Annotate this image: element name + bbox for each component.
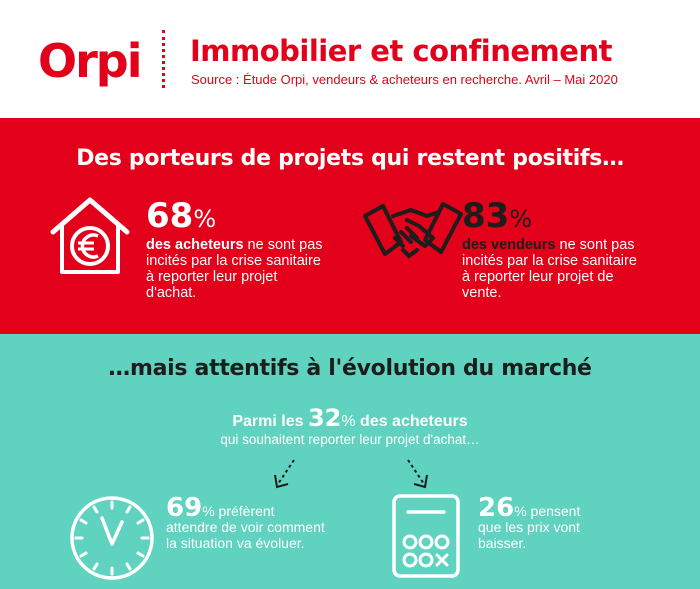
header: Orpi Immobilier et confinement Source : … bbox=[0, 0, 700, 118]
sellers-stat: 83% des vendeurs ne sont pas incités par… bbox=[462, 198, 642, 301]
prices-value: 26 bbox=[478, 493, 515, 523]
buyers-label: des acheteurs bbox=[146, 237, 244, 253]
arrow-left-icon bbox=[274, 459, 295, 489]
wait-unit: % bbox=[202, 503, 215, 519]
page-title: Immobilier et confinement bbox=[190, 34, 612, 68]
intro-value: 32 bbox=[307, 404, 342, 432]
prices-text-start: pensent bbox=[526, 503, 581, 519]
buyers-stat: 68% des acheteurs ne sont pas incités pa… bbox=[146, 198, 326, 301]
prices-stat: 26% pensent que les prix vont baisser. bbox=[478, 495, 598, 551]
attentive-section: …mais attentifs à l'évolution du marché … bbox=[0, 334, 700, 589]
wait-text-rest: attendre de voir comment la situation va… bbox=[166, 519, 325, 551]
sellers-unit: % bbox=[509, 205, 533, 233]
source-note: Source : Étude Orpi, vendeurs & acheteur… bbox=[191, 72, 618, 87]
intro-line: Parmi les 32% des acheteurs bbox=[0, 404, 700, 432]
sellers-value: 83 bbox=[462, 196, 510, 236]
intro-sub: qui souhaitent reporter leur projet d'ac… bbox=[220, 432, 480, 447]
buyers-text-start: ne sont bbox=[243, 237, 296, 253]
wait-stat: 69% préfèrent attendre de voir comment l… bbox=[166, 495, 326, 551]
wait-text-start: préfèrent bbox=[214, 503, 275, 519]
intro-prefix: Parmi les bbox=[232, 413, 308, 430]
prices-text-rest: que les prix vont baisser. bbox=[478, 519, 580, 551]
wait-value: 69 bbox=[166, 493, 203, 523]
calculator-icon bbox=[392, 494, 460, 578]
house-euro-icon bbox=[50, 197, 130, 274]
sellers-label: des vendeurs bbox=[462, 237, 556, 253]
arrow-right-icon bbox=[407, 459, 428, 489]
orpi-logo: Orpi bbox=[38, 34, 142, 88]
intro-unit: % bbox=[341, 413, 356, 430]
buyers-unit: % bbox=[193, 205, 217, 233]
handshake-icon bbox=[363, 202, 463, 259]
buyers-text-rest: pas incités par la crise sanitaire à rep… bbox=[146, 237, 323, 301]
attentive-section-title: …mais attentifs à l'évolution du marché bbox=[108, 356, 592, 381]
positive-section: Des porteurs de projets qui restent posi… bbox=[0, 118, 700, 334]
prices-unit: % bbox=[514, 503, 527, 519]
buyers-value: 68 bbox=[146, 196, 194, 236]
positive-section-title: Des porteurs de projets qui restent posi… bbox=[76, 146, 624, 171]
intro-suffix: des acheteurs bbox=[355, 413, 468, 430]
clock-icon bbox=[70, 496, 154, 580]
sellers-text-start: ne sont bbox=[555, 237, 608, 253]
header-divider bbox=[162, 30, 165, 88]
sellers-text-rest: pas incités par la crise sanitaire à rep… bbox=[462, 237, 637, 301]
